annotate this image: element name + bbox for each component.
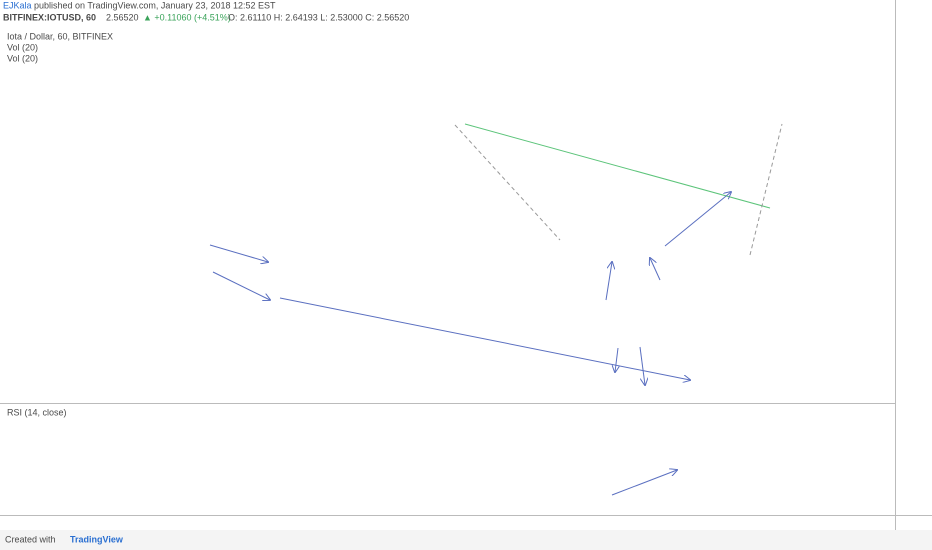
arrow (212, 271, 270, 300)
last: 2.56520 (106, 12, 139, 22)
arrow (611, 470, 677, 496)
trend-line (749, 123, 783, 256)
arrow (279, 297, 690, 380)
trend-line (464, 123, 771, 209)
arrow (209, 244, 268, 262)
symbol: BITFINEX:IOTUSD, 60 (3, 12, 96, 22)
legend: Vol (20) (7, 53, 38, 63)
arrow (615, 347, 618, 372)
footer (0, 530, 932, 550)
author: EJKala (3, 0, 32, 10)
rsi-title: RSI (14, close) (7, 407, 67, 417)
trend-line (454, 124, 561, 241)
created: Created with (5, 534, 56, 544)
published: published on TradingView.com, January 23… (34, 0, 276, 10)
arrow (639, 346, 645, 385)
arrow (664, 192, 731, 247)
ohlc: O: 2.61110 H: 2.64193 L: 2.53000 C: 2.56… (228, 12, 409, 22)
drawings (209, 123, 783, 496)
arrow (650, 258, 661, 281)
arrow (605, 262, 612, 301)
change: ▲ +0.11060 (+4.51%) (143, 12, 231, 22)
brand: TradingView (70, 534, 124, 544)
legend: Iota / Dollar, 60, BITFINEX (7, 31, 113, 41)
legend: Vol (20) (7, 42, 38, 52)
